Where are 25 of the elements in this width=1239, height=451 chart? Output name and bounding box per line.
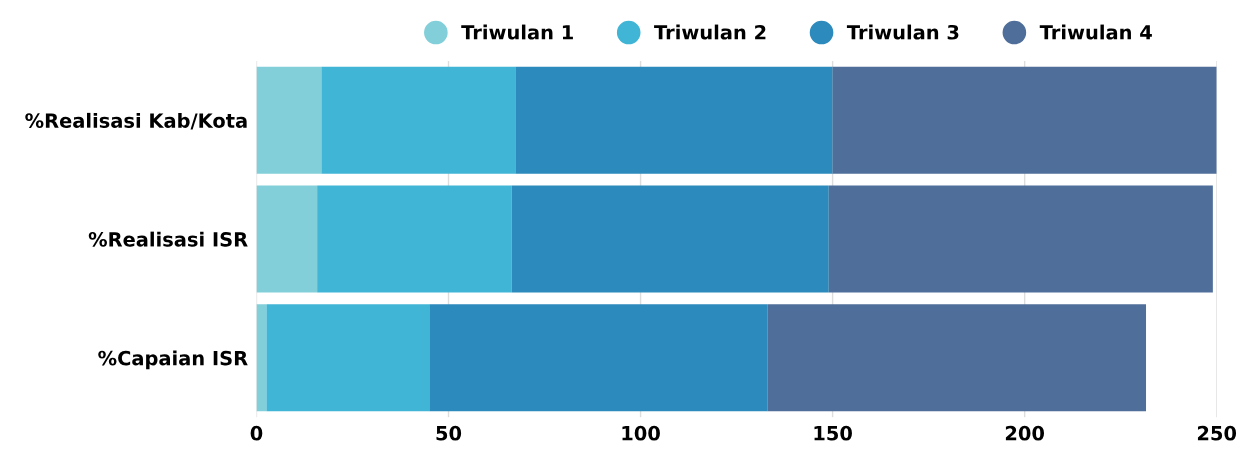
bar <box>321 66 516 174</box>
legend-label: Triwulan 4 <box>1039 24 1152 40</box>
bar <box>515 66 833 174</box>
y-tick-label: %Realisasi Kab/Kota <box>25 112 247 130</box>
y-tick-label: %Realisasi ISR <box>88 231 248 247</box>
bar <box>511 185 829 293</box>
bar <box>266 304 430 412</box>
x-tick-label: 0 <box>250 425 263 441</box>
y-tick-label: %Capaian ISR <box>98 350 248 370</box>
bar <box>429 304 768 412</box>
x-tick-label: 200 <box>1005 425 1045 441</box>
x-tick-label: 250 <box>1197 425 1237 441</box>
legend-label: Triwulan 3 <box>846 24 959 40</box>
bar <box>256 66 322 174</box>
bar <box>767 304 1147 412</box>
x-tick-label: 150 <box>814 425 852 441</box>
legend-label: Triwulan 2 <box>654 24 766 40</box>
bar <box>832 66 1217 174</box>
bar <box>828 185 1213 293</box>
x-tick-label: 100 <box>622 425 660 441</box>
x-tick-label: 50 <box>436 425 462 441</box>
bar <box>256 185 318 293</box>
bar <box>256 304 267 412</box>
legend-label: Triwulan 1 <box>461 24 573 40</box>
bar <box>317 185 512 293</box>
